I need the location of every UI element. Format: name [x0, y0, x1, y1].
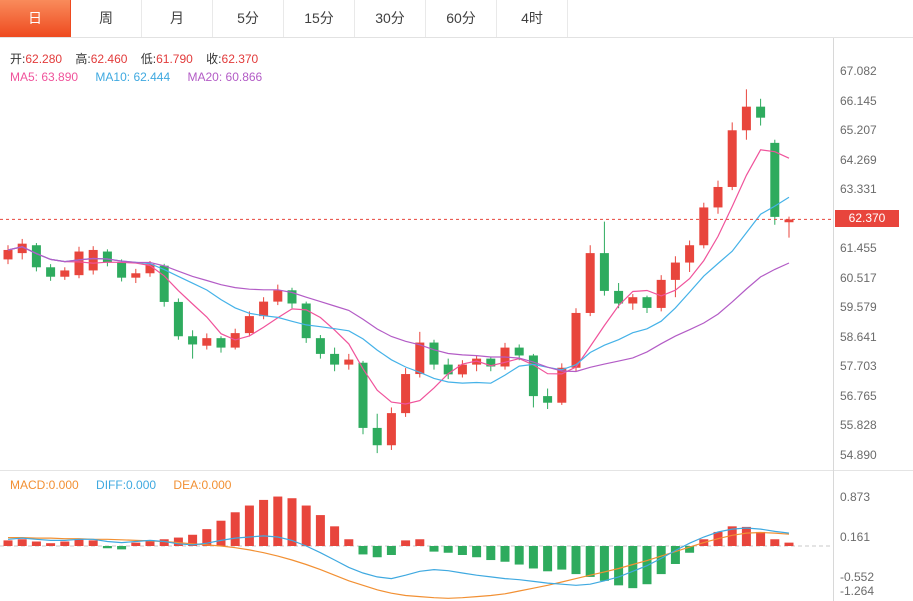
ohlc-readout: 开:62.280 高:62.460 低:61.790 收:62.370 — [10, 50, 268, 67]
axis-label: 67.082 — [840, 64, 877, 78]
tab-week[interactable]: 周 — [71, 0, 142, 37]
axis-label: 55.828 — [840, 418, 877, 433]
tab-15min[interactable]: 15分 — [284, 0, 355, 37]
ma-readout: MA5: 63.890 MA10: 62.444 MA20: 60.866 — [10, 70, 276, 84]
axis-label: -0.552 — [840, 570, 875, 585]
macd-readout: MACD:0.000 DIFF:0.000 DEA:0.000 — [10, 478, 245, 492]
tab-month[interactable]: 月 — [142, 0, 213, 37]
current-price-tag: 62.370 — [835, 210, 899, 228]
close-value: 62.370 — [221, 52, 259, 66]
axis-label: 66.145 — [840, 93, 877, 108]
chart-area: 开:62.280 高:62.460 低:61.790 收:62.370 MA5:… — [0, 38, 913, 601]
axis-label: 54.890 — [840, 448, 877, 462]
axis-label: 65.207 — [840, 123, 877, 138]
tab-4hour[interactable]: 4时 — [497, 0, 568, 37]
tab-5min[interactable]: 5分 — [213, 0, 284, 37]
axis-label: 0.161 — [840, 529, 871, 544]
ma10-value: 62.444 — [133, 70, 171, 84]
ma5-value: 63.890 — [41, 70, 79, 84]
dea-label: DEA: — [173, 478, 202, 492]
tab-day[interactable]: 日 — [0, 0, 71, 37]
axis-label: 0.873 — [840, 489, 871, 504]
axis-label: 64.269 — [840, 152, 877, 167]
high-label: 高: — [75, 52, 91, 66]
close-label: 收: — [206, 52, 222, 66]
ma20-value: 60.866 — [225, 70, 263, 84]
price-axis-line — [833, 38, 834, 601]
open-label: 开: — [10, 52, 26, 66]
low-label: 低: — [140, 52, 157, 66]
pane-divider — [0, 470, 913, 471]
ma20-label: MA20: — [187, 70, 223, 84]
diff-value: 0.000 — [126, 478, 157, 492]
macd-value: 0.000 — [48, 478, 79, 492]
axis-label: 60.517 — [840, 270, 877, 285]
ma5-label: MA5: — [10, 70, 39, 84]
axis-label: 56.765 — [840, 388, 877, 403]
tab-60min[interactable]: 60分 — [426, 0, 497, 37]
dea-value: 0.000 — [201, 478, 232, 492]
macd-label: MACD: — [10, 478, 49, 492]
axis-label: 61.455 — [840, 241, 877, 256]
high-value: 62.460 — [90, 52, 128, 66]
open-value: 62.280 — [25, 52, 63, 66]
candlestick-chart[interactable] — [0, 38, 833, 470]
axis-label: 57.703 — [840, 359, 877, 374]
axis-label: 63.331 — [840, 182, 877, 197]
interval-toolbar: 日 周 月 5分 15分 30分 60分 4时 — [0, 0, 913, 38]
diff-label: DIFF: — [96, 478, 127, 492]
ma10-label: MA10: — [95, 70, 131, 84]
low-value: 61.790 — [156, 52, 193, 66]
macd-chart[interactable] — [0, 470, 833, 601]
axis-label: -1.264 — [840, 584, 875, 598]
axis-label: 58.641 — [840, 329, 877, 344]
tab-30min[interactable]: 30分 — [355, 0, 426, 37]
axis-label: 59.579 — [840, 300, 877, 315]
